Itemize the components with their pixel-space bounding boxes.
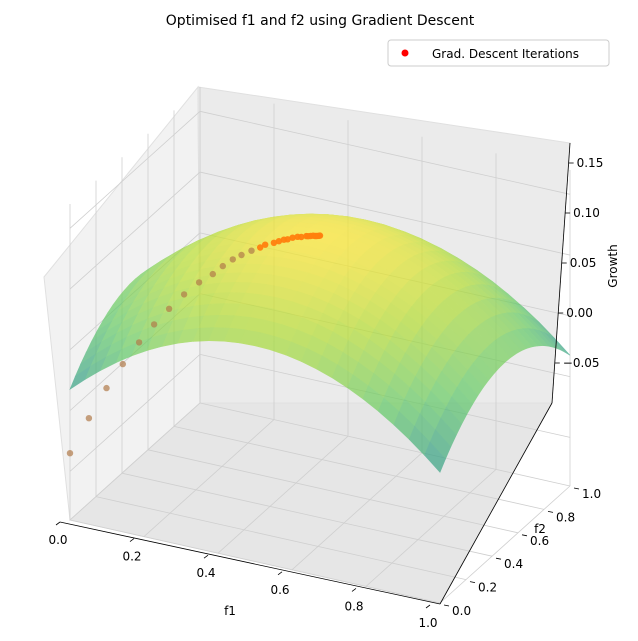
gradient-descent-point [85, 415, 93, 422]
gradient-descent-point [275, 238, 283, 245]
gradient-descent-point [119, 360, 127, 368]
gradient-descent-point [284, 236, 291, 243]
x-tick-label: 0.8 [344, 599, 363, 613]
grid-line [69, 402, 201, 521]
x-tick-label: 0.2 [122, 550, 141, 564]
surface [69, 213, 571, 473]
gradient-descent-point [180, 291, 188, 298]
legend-label: Grad. Descent Iterations [432, 47, 579, 61]
grid-line [143, 419, 275, 537]
gradient-descent-point [103, 384, 110, 392]
gradient-descent-point [270, 239, 278, 246]
y-tick-mark [573, 487, 580, 490]
x-tick-label: 0.0 [48, 533, 67, 547]
y-axis-label: f2 [534, 522, 546, 536]
gradient-descent-points [66, 232, 324, 457]
gradient-descent-point [150, 321, 158, 328]
z-tick-label: 0.05 [570, 256, 597, 270]
y-ticks: 0.0 0.2 0.4 0.6 0.8 1.0 [443, 487, 601, 618]
gradient-descent-point [66, 450, 74, 457]
gradient-descent-point [165, 305, 173, 312]
y-tick-mark [443, 604, 450, 607]
x-tick-mark [277, 571, 283, 576]
z-tick-label: 0.10 [573, 206, 600, 220]
gradient-descent-point [135, 339, 143, 346]
grid-line [147, 449, 519, 534]
x-tick-label: 0.6 [270, 583, 289, 597]
grid-line [121, 472, 493, 557]
y-tick-label: 1.0 [582, 487, 601, 501]
grid-line [69, 354, 201, 472]
y-axis-line [439, 402, 553, 605]
chart-title: Optimised f1 and f2 using Gradient Desce… [166, 13, 475, 29]
grid-line [95, 496, 467, 580]
gradient-descent-point [209, 270, 216, 278]
grid-line [439, 485, 571, 604]
grid-line [365, 469, 497, 587]
z-axis-label: Growth [606, 244, 620, 287]
y-tick-mark [521, 534, 528, 537]
y-tick-label: 0.6 [530, 534, 549, 548]
z-tick-label: 0.00 [566, 306, 593, 320]
z-axis-line [551, 142, 571, 404]
gradient-descent-point [257, 244, 264, 251]
y-tick-label: 0.2 [478, 581, 497, 595]
x-tick-mark [55, 521, 61, 526]
y-tick-label: 0.8 [556, 510, 575, 524]
legend: Grad. Descent Iterations [387, 39, 610, 67]
gradient-descent-point [195, 279, 203, 286]
gradient-descent-point [238, 251, 245, 259]
y-tick-label: 0.0 [452, 604, 471, 618]
x-tick-mark [203, 554, 209, 559]
grid-line [199, 402, 571, 487]
gradient-descent-point [219, 262, 226, 270]
z-ticks: −0.05 0.00 0.05 0.10 0.15 [554, 156, 604, 370]
legend-box [387, 39, 610, 67]
grid-line [69, 171, 201, 290]
x-tick-label: 1.0 [418, 616, 437, 630]
y-tick-mark [469, 581, 476, 583]
grid-line [291, 452, 423, 571]
gradient-descent-point [289, 234, 296, 241]
z-tick-label: −0.05 [563, 356, 600, 370]
gradient-descent-point [262, 241, 269, 248]
x-tick-mark [425, 604, 431, 609]
grid-line [173, 426, 545, 510]
x-tick-mark [351, 588, 357, 592]
gradient-descent-point [298, 233, 305, 241]
x-ticks: 0.0 0.2 0.4 0.6 0.8 1.0 [48, 521, 438, 630]
gradient-descent-point [316, 232, 324, 239]
grid-line [199, 110, 571, 195]
x-axis-line [59, 521, 441, 605]
z-tick-label: 0.15 [577, 156, 604, 170]
gradient-descent-point [229, 256, 236, 263]
grid-line [217, 435, 349, 554]
x-tick-mark [129, 538, 135, 542]
grid-line [69, 519, 441, 604]
x-tick-label: 0.4 [196, 566, 215, 580]
x-axis-label: f1 [224, 604, 236, 618]
grid-line [69, 111, 201, 229]
grid-line [199, 171, 571, 256]
surface-patch [424, 441, 446, 473]
y-tick-label: 0.4 [504, 557, 523, 571]
legend-marker [401, 49, 409, 57]
gradient-descent-point [248, 247, 255, 254]
y-tick-mark [495, 557, 502, 560]
y-tick-mark [547, 511, 554, 513]
